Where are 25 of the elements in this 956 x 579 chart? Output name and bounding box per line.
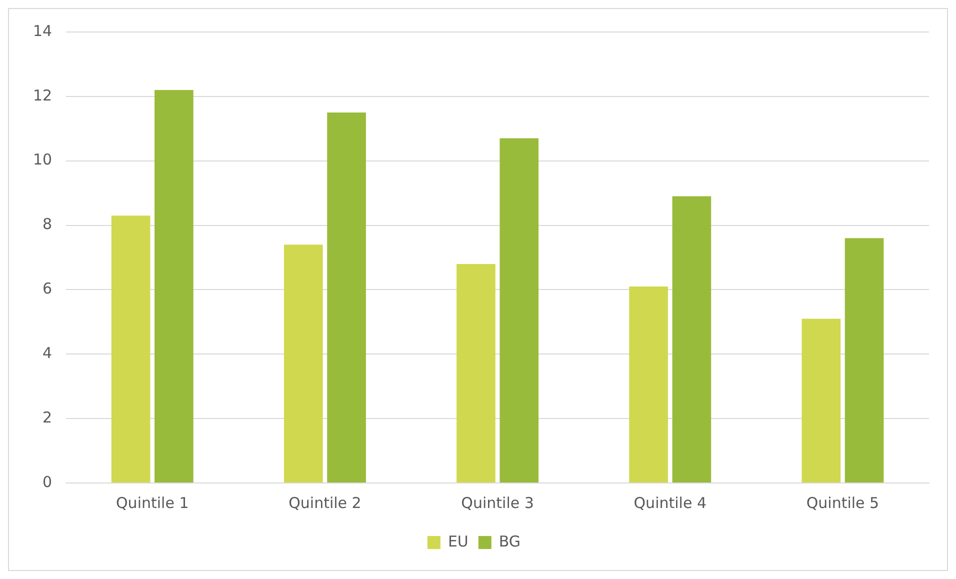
bar bbox=[284, 244, 323, 482]
legend-label: BG bbox=[498, 532, 521, 550]
y-tick-label: 4 bbox=[42, 344, 52, 362]
x-tick-label: Quintile 3 bbox=[461, 494, 534, 512]
x-tick-label: Quintile 5 bbox=[806, 494, 880, 512]
x-tick-label: Quintile 1 bbox=[116, 494, 189, 512]
x-tick-label: Quintile 2 bbox=[288, 494, 362, 512]
bar bbox=[844, 238, 884, 482]
y-tick-label: 8 bbox=[42, 215, 52, 234]
y-tick-label: 14 bbox=[32, 22, 52, 40]
y-tick-label: 12 bbox=[32, 86, 52, 104]
y-tick-label: 2 bbox=[42, 408, 52, 426]
x-tick-label: Quintile 4 bbox=[634, 494, 706, 512]
bar bbox=[629, 286, 668, 482]
bar bbox=[456, 264, 496, 482]
bar bbox=[111, 216, 150, 482]
legend-label: EU bbox=[448, 532, 468, 550]
y-tick-label: 10 bbox=[32, 150, 52, 169]
bar bbox=[672, 196, 712, 482]
y-tick-label: 6 bbox=[42, 280, 52, 298]
y-tick-label: 0 bbox=[42, 472, 52, 491]
bar bbox=[327, 112, 366, 482]
bar bbox=[500, 138, 539, 482]
bar bbox=[802, 318, 841, 482]
bar bbox=[154, 90, 194, 482]
